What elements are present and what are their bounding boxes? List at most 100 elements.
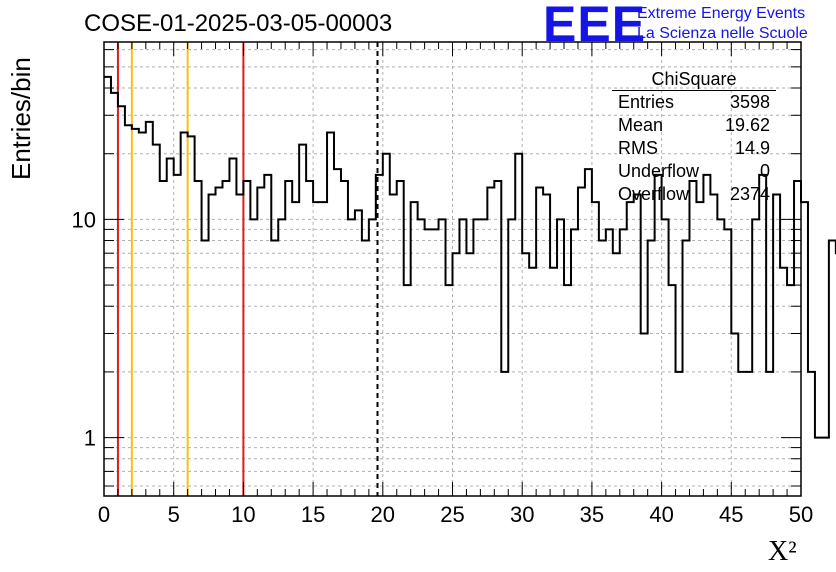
- histogram-bin: [648, 241, 655, 496]
- histogram-bin: [724, 229, 731, 496]
- histogram-bin: [738, 372, 745, 496]
- histogram-bin: [160, 181, 167, 496]
- histogram-bin: [585, 169, 592, 496]
- histogram-bin: [285, 181, 292, 496]
- histogram-bin: [717, 219, 724, 496]
- histogram-bin: [620, 229, 627, 496]
- histogram-bin: [202, 241, 209, 496]
- histogram-bin: [188, 136, 195, 496]
- histogram-bin: [773, 195, 780, 496]
- stats-label: Overflow: [618, 184, 690, 204]
- histogram-bin: [515, 154, 522, 496]
- histogram-bin: [766, 372, 773, 496]
- histogram-bin: [348, 219, 355, 496]
- histogram-bin: [209, 195, 216, 496]
- stats-value: 3598: [729, 92, 770, 112]
- histogram-bin: [627, 202, 634, 496]
- histogram-bin: [683, 241, 690, 496]
- histogram-bin: [369, 219, 376, 496]
- x-tick-label: 35: [580, 502, 604, 527]
- stats-label: Underflow: [618, 161, 700, 181]
- histogram-bin: [222, 181, 229, 496]
- logo-line-1: Extreme Energy Events: [637, 5, 806, 22]
- histogram-bin: [564, 285, 571, 496]
- histogram-bin: [808, 372, 815, 496]
- histogram-bin: [153, 145, 160, 496]
- histogram-bin: [418, 219, 425, 496]
- histogram-bin: [801, 202, 808, 496]
- histogram-bin: [550, 268, 557, 496]
- histogram-bin: [731, 333, 738, 496]
- histogram-bin: [195, 181, 202, 496]
- histogram-bin: [390, 195, 397, 496]
- y-tick-label: 1: [84, 426, 96, 451]
- histogram-bin: [125, 125, 132, 496]
- histogram-bin: [229, 159, 236, 496]
- stats-title: ChiSquare: [612, 68, 776, 91]
- histogram-bin: [794, 181, 801, 496]
- x-tick-label: 30: [510, 502, 534, 527]
- histogram-bin: [459, 219, 466, 496]
- histogram-bin: [473, 219, 480, 496]
- y-axis-label: Entries/bin: [6, 57, 36, 180]
- stats-box: ChiSquare Entries 3598 Mean 19.62 RMS 14…: [612, 68, 776, 206]
- histogram-bin: [613, 253, 620, 496]
- histogram-bin: [752, 219, 759, 496]
- histogram-bin: [320, 202, 327, 496]
- histogram-bin: [787, 285, 794, 496]
- ticks-layer: 0 5 10 15 20 25 30 35 40 45 50 1 10: [72, 42, 813, 527]
- chart-title: COSE-01-2025-03-05-00003: [84, 10, 393, 37]
- y-tick-label: 10: [72, 207, 96, 232]
- histogram-bin: [557, 219, 564, 496]
- histogram-bin: [432, 229, 439, 496]
- histogram-bin: [446, 285, 453, 496]
- stats-row: Entries 3598: [612, 91, 776, 114]
- x-tick-label: 20: [371, 502, 395, 527]
- histogram-bin: [139, 133, 146, 496]
- histogram-bin: [529, 268, 536, 496]
- stats-value: 0: [759, 161, 770, 181]
- x-tick-label: 50: [789, 502, 813, 527]
- histogram-bin: [243, 181, 250, 496]
- histogram-bin: [341, 181, 348, 496]
- stats-value: 19.62: [724, 115, 770, 135]
- logo-line-2: La Scienza nelle Scuole: [637, 25, 808, 42]
- histogram-bin: [494, 181, 501, 496]
- stats-label: Mean: [618, 115, 664, 135]
- histogram-bin: [543, 195, 550, 496]
- histogram-bin: [104, 77, 111, 496]
- histogram-bin: [264, 175, 271, 496]
- stats-row: Underflow 0: [612, 160, 776, 183]
- histogram-bin: [662, 219, 669, 496]
- histogram-bin: [292, 202, 299, 496]
- stats-value: 14.9: [734, 138, 770, 158]
- histogram-bin: [425, 229, 432, 496]
- histogram-bin: [592, 202, 599, 496]
- histogram-bin: [167, 159, 174, 496]
- histogram-bin: [216, 188, 223, 496]
- histogram-bin: [439, 219, 446, 496]
- histogram-bin: [313, 202, 320, 496]
- histogram-bin: [829, 241, 836, 496]
- stats-row: RMS 14.9: [612, 137, 776, 160]
- x-tick-label: 10: [231, 502, 255, 527]
- histogram-bin: [480, 219, 487, 496]
- histogram-bin: [676, 372, 683, 496]
- histogram-bin: [411, 202, 418, 496]
- x-tick-label: 45: [719, 502, 743, 527]
- histogram-bin: [334, 169, 341, 496]
- histogram-bin: [703, 175, 710, 496]
- histogram-bin: [327, 133, 334, 496]
- histogram-bin: [822, 438, 829, 496]
- histogram-bin: [487, 188, 494, 496]
- stats-row: Overflow 2374: [612, 183, 776, 206]
- histogram-bin: [174, 175, 181, 496]
- histogram-bin: [271, 241, 278, 496]
- eee-logo: EEE: [543, 0, 647, 52]
- histogram-bin: [606, 229, 613, 496]
- stats-value: 2374: [729, 184, 770, 204]
- histogram-bin: [181, 133, 188, 496]
- histogram-bin: [578, 188, 585, 496]
- histogram-bin: [397, 181, 404, 496]
